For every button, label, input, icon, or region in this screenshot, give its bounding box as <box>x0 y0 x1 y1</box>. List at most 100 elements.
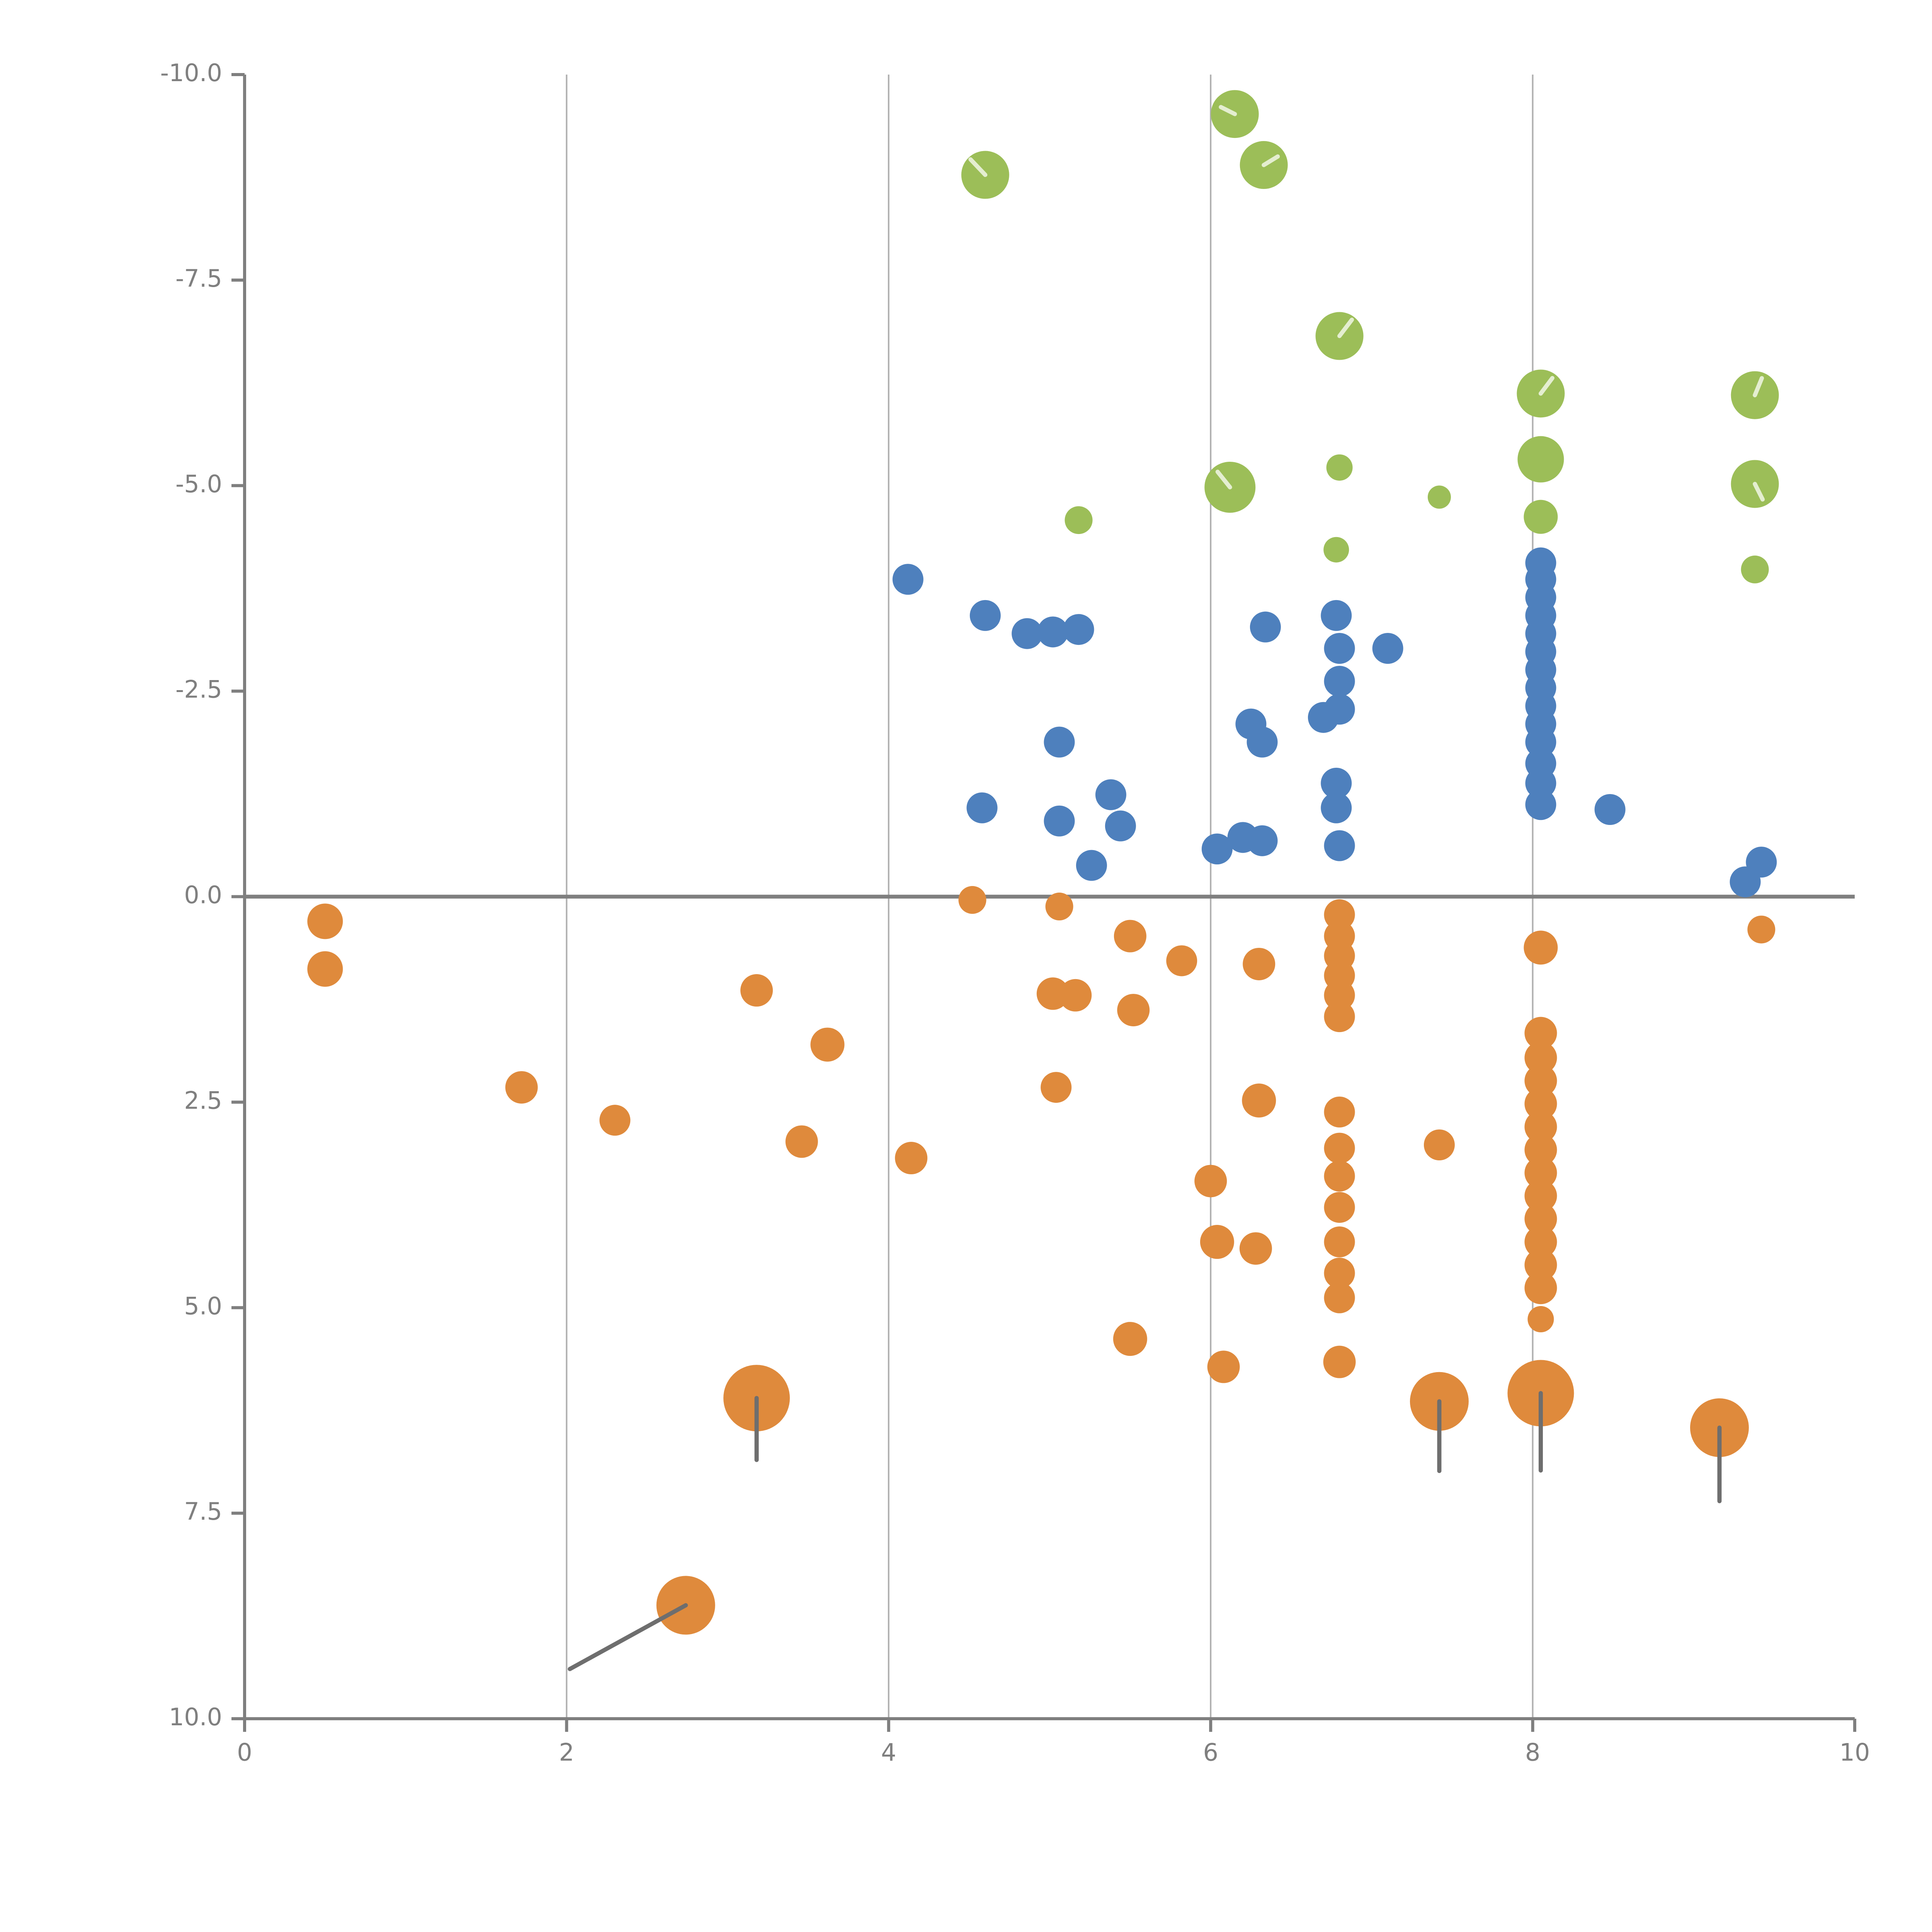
scatter-point-blue[interactable] <box>1044 726 1075 758</box>
scatter-point-orange[interactable] <box>1324 899 1355 930</box>
scatter-point-orange[interactable] <box>1324 1133 1355 1164</box>
scatter-point-orange[interactable] <box>307 903 343 939</box>
scatter-point-blue[interactable] <box>1321 600 1352 631</box>
scatter-point-blue[interactable] <box>1372 633 1403 664</box>
scatter-point-blue[interactable] <box>1525 789 1556 820</box>
scatter-point-orange[interactable] <box>1524 1041 1557 1074</box>
scatter-point-orange[interactable] <box>1524 1248 1557 1281</box>
scatter-point-blue[interactable] <box>1201 833 1233 865</box>
scatter-point-orange[interactable] <box>1524 1179 1557 1212</box>
scatter-point-orange[interactable] <box>1324 1226 1355 1258</box>
point-whisker-green <box>1753 481 1765 502</box>
scatter-point-orange[interactable] <box>1524 1272 1557 1304</box>
scatter-point-blue[interactable] <box>1324 666 1355 697</box>
scatter-point-orange[interactable] <box>810 1027 845 1062</box>
scatter-point-orange[interactable] <box>1527 1306 1554 1333</box>
scatter-point-orange[interactable] <box>1194 1165 1227 1197</box>
scatter-point-orange[interactable] <box>1113 1322 1147 1356</box>
point-whisker-orange <box>568 1603 688 1671</box>
scatter-point-blue[interactable] <box>1247 825 1278 856</box>
scatter-point-orange[interactable] <box>1324 1160 1355 1192</box>
scatter-point-blue[interactable] <box>1076 850 1107 881</box>
scatter-point-blue[interactable] <box>1044 805 1075 837</box>
scatter-point-green[interactable] <box>1427 485 1451 509</box>
scatter-point-orange[interactable] <box>1243 947 1276 980</box>
scatter-point-orange[interactable] <box>1166 945 1197 976</box>
scatter-point-blue[interactable] <box>1594 794 1626 825</box>
scatter-point-orange[interactable] <box>1059 979 1092 1012</box>
scatter-point-orange[interactable] <box>1239 1232 1272 1265</box>
scatter-point-blue[interactable] <box>1012 618 1043 649</box>
scatter-point-orange[interactable] <box>1524 1087 1557 1120</box>
scatter-point-blue[interactable] <box>1525 726 1556 758</box>
scatter-point-green[interactable] <box>1517 436 1564 483</box>
axis-ticks <box>231 73 1856 1732</box>
scatter-point-orange[interactable] <box>1524 1156 1557 1189</box>
scatter-point-orange[interactable] <box>1200 1225 1234 1259</box>
scatter-point-green[interactable] <box>1326 454 1353 481</box>
scatter-point-blue[interactable] <box>1321 767 1352 799</box>
scatter-point-blue[interactable] <box>966 792 998 823</box>
scatter-point-orange[interactable] <box>1242 1083 1276 1118</box>
scatter-point-blue[interactable] <box>1247 726 1278 758</box>
scatter-point-blue[interactable] <box>1324 694 1355 725</box>
scatter-point-orange[interactable] <box>895 1142 928 1175</box>
scatter-point-orange[interactable] <box>958 886 986 914</box>
x-tick-label: 8 <box>1525 1738 1540 1766</box>
scatter-point-orange[interactable] <box>1114 920 1146 952</box>
scatter-point-blue[interactable] <box>1324 633 1355 664</box>
scatter-point-blue[interactable] <box>1095 779 1126 810</box>
scatter-point-orange[interactable] <box>1324 1282 1355 1313</box>
scatter-point-blue[interactable] <box>1324 830 1355 861</box>
scatter-point-blue[interactable] <box>1105 810 1136 842</box>
scatter-point-orange[interactable] <box>307 951 343 987</box>
scatter-point-blue[interactable] <box>1321 792 1352 823</box>
scatter-point-orange[interactable] <box>1524 1065 1557 1097</box>
scatter-point-orange[interactable] <box>1117 994 1150 1027</box>
scatter-point-blue[interactable] <box>1525 767 1556 799</box>
scatter-point-orange[interactable] <box>1524 930 1558 965</box>
scatter-point-orange[interactable] <box>1524 1226 1557 1259</box>
scatter-point-orange[interactable] <box>1324 980 1355 1011</box>
scatter-point-orange[interactable] <box>1524 1202 1557 1235</box>
scatter-point-orange[interactable] <box>1747 915 1776 944</box>
scatter-point-orange[interactable] <box>1524 1111 1557 1143</box>
scatter-point-green[interactable] <box>1524 500 1558 534</box>
scatter-point-green[interactable] <box>1741 555 1769 583</box>
x-tick-label: 6 <box>1203 1738 1218 1766</box>
scatter-point-orange[interactable] <box>1324 1001 1355 1032</box>
scatter-point-orange[interactable] <box>1045 893 1073 921</box>
scatter-point-orange[interactable] <box>785 1125 818 1158</box>
scatter-point-blue[interactable] <box>1063 614 1094 645</box>
y-tick-label: -7.5 <box>175 264 222 293</box>
axis-tick-labels: 10.0 7.5 5.0 2.5 0.0 -2.5 -5.0 -7.5 -10.0 0 2 4 6 8 10 <box>160 59 1870 1766</box>
scatter-point-orange[interactable] <box>1324 1192 1355 1223</box>
point-whisker-green <box>1337 318 1354 338</box>
scatter-point-blue[interactable] <box>892 564 923 595</box>
y-tick-label: -5.0 <box>175 470 222 498</box>
scatter-point-blue[interactable] <box>969 600 1001 631</box>
y-tick-label: 0.0 <box>184 881 222 909</box>
point-whisker-green <box>1538 376 1554 396</box>
y-tick-label: -2.5 <box>175 675 222 704</box>
scatter-point-blue[interactable] <box>1037 616 1068 648</box>
scatter-point-orange[interactable] <box>1323 1345 1356 1378</box>
scatter-point-orange[interactable] <box>1524 1017 1557 1049</box>
scatter-point-orange[interactable] <box>599 1105 631 1136</box>
scatter-point-orange[interactable] <box>740 974 773 1007</box>
scatter-point-green[interactable] <box>1065 506 1093 534</box>
point-whisker-green <box>1262 154 1280 167</box>
scatter-point-orange[interactable] <box>1207 1350 1240 1383</box>
scatter-point-orange[interactable] <box>1324 1096 1355 1128</box>
scatter-point-green[interactable] <box>1323 537 1349 563</box>
scatter-point-orange[interactable] <box>1041 1072 1072 1103</box>
point-whisker-green <box>1753 376 1764 398</box>
data-points-group <box>307 90 1779 1671</box>
scatter-point-blue[interactable] <box>1730 866 1761 898</box>
scatter-point-orange[interactable] <box>505 1071 538 1104</box>
scatter-point-orange[interactable] <box>1524 1133 1557 1166</box>
scatter-point-orange[interactable] <box>1324 1257 1355 1289</box>
scatter-point-blue[interactable] <box>1250 611 1281 643</box>
scatter-point-orange[interactable] <box>1423 1129 1455 1161</box>
